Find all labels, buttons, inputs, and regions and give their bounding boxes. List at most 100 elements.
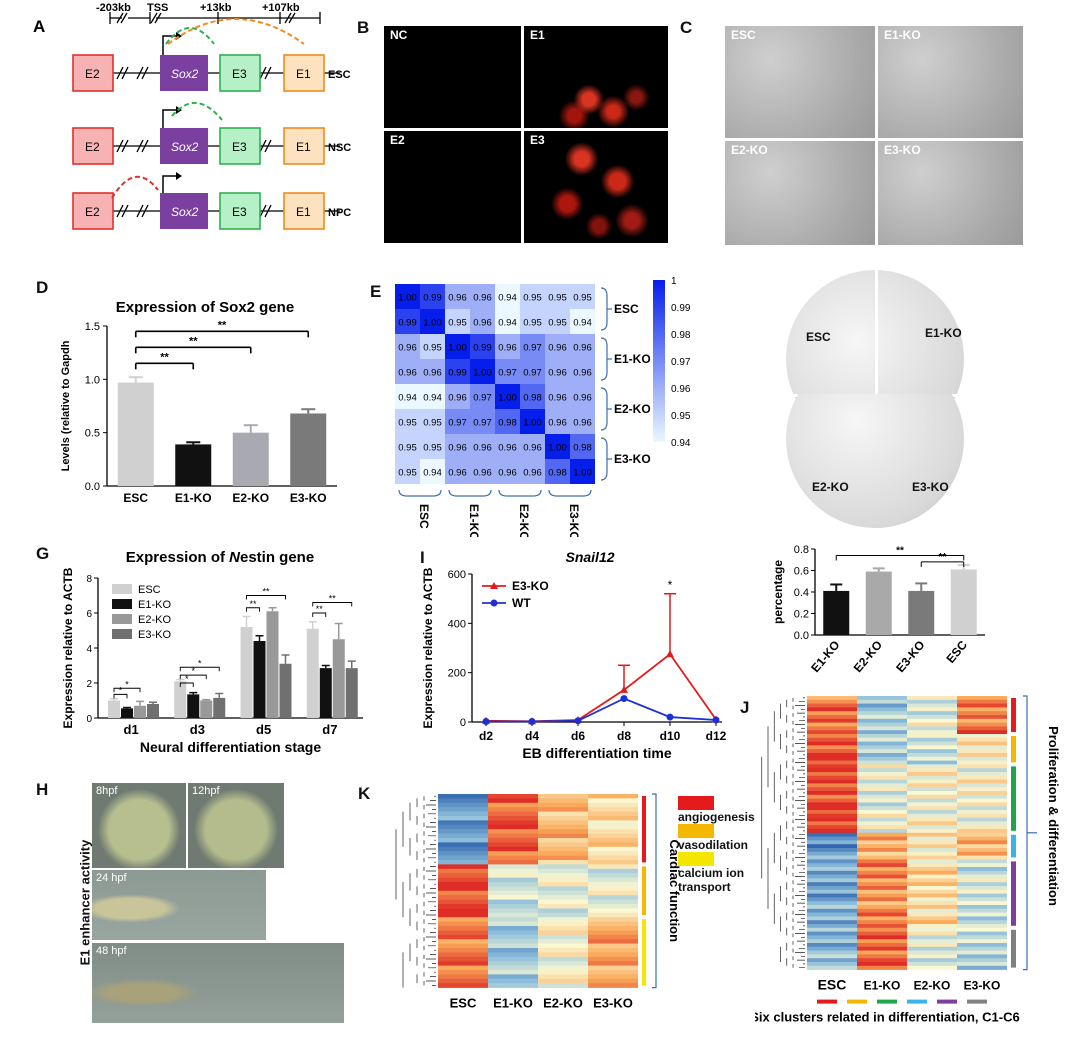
cell-value: 0.96: [548, 418, 567, 429]
heatmap-cell: [420, 384, 445, 409]
significance-bracket: [113, 687, 141, 693]
heatmap-cell: [488, 974, 538, 980]
heatmap-cell: [488, 921, 538, 927]
heatmap-cell: [545, 459, 570, 484]
cell-value: 0.96: [523, 443, 542, 454]
cell-value: 0.98: [498, 418, 517, 429]
heatmap-cell: [907, 901, 957, 906]
heatmap-cell: [807, 718, 857, 723]
chart-f-colony-percentage: 0.0 0.2 0.4 0.6 0.8 percentage E1-KO E2-KO E3-KO…: [771, 544, 985, 675]
column-bracket: [448, 489, 492, 497]
heatmap-cell: [957, 722, 1007, 727]
heatmap-cell: [488, 842, 538, 848]
heatmap-cell: [488, 816, 538, 821]
side-label: Proliferation & differentiation: [1046, 726, 1061, 906]
heatmap-cell: [588, 816, 638, 821]
heatmap-cell: [588, 855, 638, 861]
heatmap-cell: [807, 711, 857, 716]
heatmap-cell: [438, 846, 488, 852]
heatmap-cell: [957, 844, 1007, 849]
heatmap-cell: [957, 908, 1007, 913]
heatmap-cell: [807, 806, 857, 811]
heatmap-cell: [520, 284, 545, 309]
cluster-bar: [1011, 698, 1016, 732]
heatmap-cell: [538, 855, 588, 861]
y-tick-label: 0: [460, 717, 466, 729]
heatmap-cell: [957, 821, 1007, 826]
heatmap-cell: [538, 921, 588, 927]
heatmap-cell: [570, 384, 595, 409]
significance-bracket: [246, 607, 260, 612]
heatmap-cell: [807, 787, 857, 792]
heatmap-cell: [438, 956, 488, 962]
column-label: E1-KO: [467, 504, 481, 537]
data-point: [528, 718, 536, 726]
bar-esc-d7: [306, 628, 319, 718]
heatmap-cell: [588, 978, 638, 984]
panel-label-k: K: [358, 784, 371, 803]
heatmap-cell: [495, 284, 520, 309]
heatmap-cell: [438, 873, 488, 878]
cell-value: 0.97: [523, 368, 542, 379]
significance-bracket: [312, 612, 327, 617]
heatmap-cell: [588, 895, 638, 900]
heatmap-cell: [538, 943, 588, 949]
heatmap-cell: [857, 791, 907, 796]
column-label: E2-KO: [914, 979, 951, 993]
heatmap-cell: [807, 829, 857, 834]
heatmap-cell: [957, 787, 1007, 792]
heatmap-cell: [807, 825, 857, 830]
heatmap-cell: [588, 930, 638, 936]
cell-value: 0.94: [423, 468, 442, 479]
heatmap-cell: [807, 791, 857, 796]
heatmap-cell: [488, 833, 538, 839]
heatmap-cell: [907, 806, 957, 811]
heatmap-cell: [857, 699, 907, 704]
heatmap-cell: [588, 965, 638, 971]
heatmap-cell: [907, 817, 957, 822]
heatmap-cell: [538, 926, 588, 931]
cell-value: 0.96: [523, 468, 542, 479]
y-tick-label: 0.2: [794, 609, 809, 621]
heatmap-cell: [538, 974, 588, 980]
y-tick-label: 200: [448, 668, 466, 680]
heatmap-cell: [807, 950, 857, 955]
heatmap-cell: [545, 334, 570, 359]
heatmap-cell: [857, 798, 907, 803]
heatmap-cell: [857, 859, 907, 864]
heatmap-cell: [907, 920, 957, 925]
heatmap-cell: [438, 807, 488, 812]
heatmap-cell: [807, 946, 857, 951]
svg-text:E1: E1: [296, 205, 311, 219]
heatmap-cell: [438, 842, 488, 848]
y-tick-label: 1.5: [85, 321, 100, 333]
heatmap-cell: [520, 309, 545, 334]
heatmap-cell: [907, 813, 957, 818]
heatmap-cell: [538, 961, 588, 966]
cell-value: 0.95: [423, 343, 442, 354]
heatmap-cell: [807, 844, 857, 849]
colorbar-tick-label: 0.96: [671, 384, 691, 395]
svg-text:E3: E3: [232, 140, 247, 154]
heatmap-cell: [807, 882, 857, 887]
heatmap-cell: [395, 284, 420, 309]
heatmap-cell: [957, 935, 1007, 940]
heatmap-cell: [570, 434, 595, 459]
heatmap-cell: [588, 939, 638, 944]
heatmap-cell: [488, 934, 538, 940]
heatmap-cell: [495, 409, 520, 434]
e1-label: E1: [296, 67, 311, 81]
heatmap-cell: [907, 840, 957, 845]
heatmap-cell: [907, 962, 957, 967]
svg-text:Sox2: Sox2: [171, 205, 199, 219]
heatmap-cell: [545, 309, 570, 334]
chart-e-correlation-heatmap: 1.00 0.99 0.96 0.96 0.94 0.95 0.95 0.95 0.99 1.00…: [395, 276, 691, 537]
x-tick-label: ESC: [943, 638, 970, 666]
heatmap-cell: [488, 877, 538, 883]
heatmap-cell: [907, 696, 957, 701]
heatmap-cell: [438, 816, 488, 821]
heatmap-cell: [907, 874, 957, 879]
heatmap-cell: [957, 912, 1007, 917]
significance-bracket: [179, 666, 220, 672]
heatmap-cell: [907, 939, 957, 944]
